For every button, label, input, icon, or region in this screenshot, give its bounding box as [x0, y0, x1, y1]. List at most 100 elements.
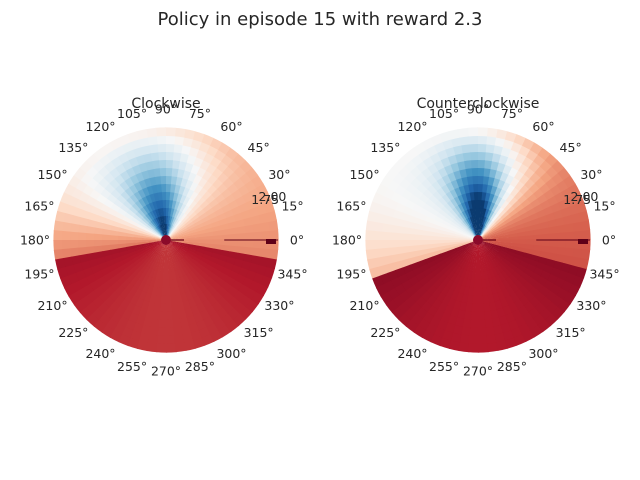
heatmap-cell	[138, 307, 149, 319]
heatmap-cell	[580, 247, 591, 260]
theta-tick-label: 330°	[264, 298, 294, 313]
heatmap-cell	[466, 262, 473, 272]
heatmap-cell	[263, 200, 275, 214]
heatmap-cell	[469, 151, 478, 161]
heatmap-cell	[463, 230, 472, 237]
heatmap-cell	[570, 211, 582, 224]
heatmap-cell	[178, 223, 187, 231]
heatmap-cell	[500, 199, 510, 210]
heatmap-cell	[188, 245, 198, 252]
heatmap-cell	[109, 230, 119, 237]
heatmap-cell	[221, 203, 232, 213]
heatmap-cell	[161, 215, 165, 225]
heatmap-cell	[450, 272, 459, 283]
heatmap-cell	[144, 225, 153, 233]
heatmap-cell	[508, 273, 519, 284]
heatmap-cell	[497, 197, 506, 208]
heatmap-cell	[461, 210, 468, 220]
heatmap-cell	[195, 250, 205, 258]
heatmap-cell	[469, 216, 474, 226]
heatmap-cell	[508, 196, 519, 207]
heatmap-cell	[458, 342, 471, 353]
theta-tick-label: 150°	[37, 167, 67, 182]
heatmap-cell	[133, 234, 143, 239]
heatmap-cell	[505, 253, 515, 261]
heatmap-cell	[175, 219, 182, 228]
heatmap-cell	[109, 202, 121, 213]
heatmap-cell	[125, 208, 136, 218]
heatmap-cell	[127, 250, 138, 258]
heatmap-cell	[456, 248, 465, 255]
heatmap-cell	[126, 248, 137, 255]
heatmap-cell	[160, 263, 165, 273]
heatmap-cell	[508, 262, 519, 272]
heatmap-cell	[172, 217, 179, 227]
heatmap-cell	[130, 216, 140, 225]
heatmap-cell	[470, 271, 476, 281]
heatmap-cell	[472, 223, 476, 233]
heatmap-cell	[392, 209, 403, 221]
heatmap-cell	[476, 223, 478, 233]
heatmap-cell	[260, 247, 271, 259]
heatmap-cell	[490, 259, 497, 269]
heatmap-cell	[261, 229, 271, 240]
heatmap-cell	[440, 285, 451, 297]
theta-tick-label: 60°	[532, 119, 554, 134]
heatmap-cell	[572, 274, 585, 288]
heatmap-cell	[147, 301, 156, 312]
theta-tick-label: 165°	[336, 199, 366, 214]
heatmap-cell	[158, 224, 164, 233]
heatmap-cell	[366, 210, 378, 224]
heatmap-cell	[165, 223, 168, 233]
heatmap-cell	[487, 219, 494, 228]
heatmap-cell	[482, 246, 489, 254]
heatmap-cell	[200, 215, 211, 224]
heatmap-cell	[487, 342, 499, 353]
heatmap-cell	[465, 217, 472, 227]
heatmap-cell	[504, 337, 518, 349]
heatmap-cell	[160, 207, 164, 217]
heatmap-cell	[166, 295, 173, 305]
heatmap-cell	[134, 260, 144, 270]
heatmap-cell	[163, 215, 166, 225]
heatmap-cell	[453, 235, 463, 239]
heatmap-cell	[176, 168, 185, 179]
heatmap-cell	[193, 295, 203, 306]
heatmap-cell	[470, 311, 479, 321]
heatmap-cell	[454, 231, 463, 237]
heatmap-cell	[481, 246, 487, 256]
heatmap-cell	[161, 287, 167, 297]
heatmap-cell	[415, 254, 426, 263]
heatmap-cell	[438, 131, 452, 143]
heatmap-cell	[173, 234, 183, 238]
heatmap-cell	[165, 175, 172, 185]
heatmap-cell	[449, 252, 459, 259]
heatmap-cell	[367, 258, 378, 271]
heatmap-cell	[62, 256, 74, 269]
heatmap-cell	[437, 240, 447, 244]
heatmap-cell	[151, 209, 158, 219]
heatmap-cell	[205, 263, 216, 273]
heatmap-cell	[147, 334, 159, 345]
heatmap-cell	[508, 208, 518, 218]
heatmap-cell	[451, 253, 460, 262]
heatmap-cell	[151, 244, 160, 250]
heatmap-cell	[155, 254, 161, 264]
heatmap-cell	[509, 236, 519, 240]
heatmap-cell	[163, 263, 167, 273]
theta-tick-label: 255°	[429, 359, 459, 374]
heatmap-cell	[478, 295, 485, 305]
heatmap-cell	[70, 214, 81, 226]
heatmap-cell	[530, 217, 541, 226]
heatmap-cell	[137, 281, 147, 292]
heatmap-cell	[107, 263, 118, 273]
heatmap-cell	[258, 255, 270, 268]
heatmap-cell	[175, 342, 187, 353]
heatmap-cell	[145, 276, 153, 286]
heatmap-cell	[440, 184, 450, 195]
heatmap-cell	[447, 129, 460, 140]
heatmap-cell	[167, 255, 171, 265]
heatmap-cell	[482, 167, 491, 177]
heatmap-cell	[500, 270, 510, 280]
heatmap-cell	[182, 216, 191, 225]
